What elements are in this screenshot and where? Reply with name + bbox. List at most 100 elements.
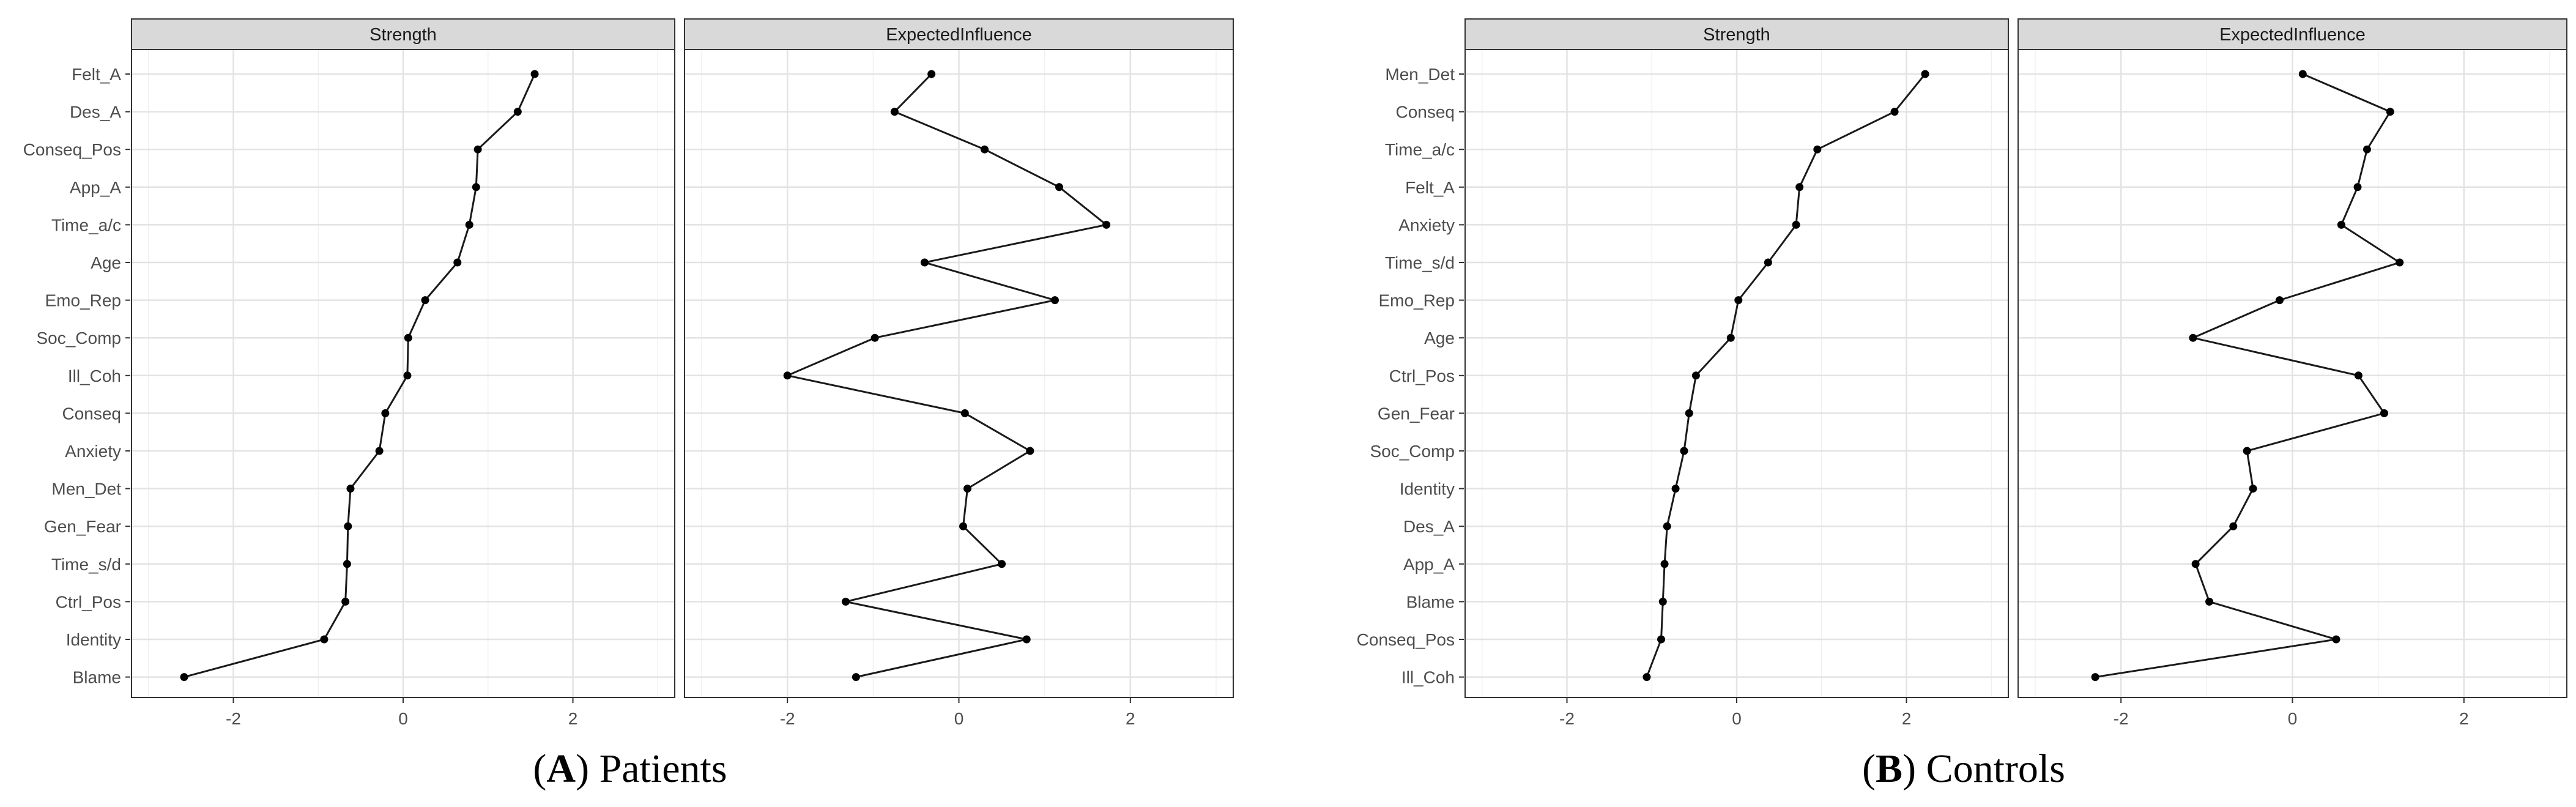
data-point: [1657, 635, 1666, 644]
y-tick-label: Time_s/d: [51, 555, 121, 574]
facet-strength: Strength -2 0 2: [131, 18, 675, 728]
y-tick-label: Conseq_Pos: [23, 140, 121, 159]
data-point: [1726, 333, 1735, 342]
y-tick-label: App_A: [70, 178, 121, 197]
data-point: [1813, 145, 1822, 154]
data-point: [473, 145, 482, 154]
x-tick-label: 0: [398, 709, 408, 728]
data-point: [841, 597, 850, 606]
x-tick-label: -2: [1559, 709, 1575, 728]
facet-strength: Strength -2 0 2: [1464, 18, 2009, 728]
y-tick-label: Des_A: [1403, 517, 1455, 536]
facet-strip: [1464, 18, 2009, 50]
panel-a-caption: (A) Patients: [533, 746, 727, 791]
data-point: [404, 333, 412, 342]
chart-panel-b: Men_Det Conseq Time_a/c Felt_A Anxiety Time_s…: [1357, 18, 2567, 728]
data-point: [1102, 220, 1111, 229]
x-tick-label: -2: [226, 709, 241, 728]
data-point: [341, 597, 350, 606]
data-point: [1671, 485, 1680, 493]
facet-strip: [131, 18, 675, 50]
facet-strip: [684, 18, 1234, 50]
data-point: [890, 108, 899, 116]
x-tick-label: 0: [2288, 709, 2298, 728]
y-tick-label: Ill_Coh: [68, 366, 121, 385]
y-tick-label: Age: [1424, 329, 1455, 348]
facet-strip-label: ExpectedInfluence: [2219, 25, 2366, 45]
data-point: [1734, 296, 1743, 305]
data-point: [513, 108, 522, 116]
data-point: [2354, 371, 2363, 380]
data-point: [783, 371, 792, 380]
data-point: [2380, 409, 2388, 417]
panel-b-caption: (B) Controls: [1862, 746, 2065, 791]
x-tick-label: 2: [568, 709, 578, 728]
data-point: [2229, 522, 2238, 530]
data-point: [2332, 635, 2340, 644]
data-point: [421, 296, 429, 305]
data-point: [920, 258, 929, 267]
y-tick-label: Time_a/c: [51, 215, 121, 234]
x-tick-label: 2: [1126, 709, 1135, 728]
data-point: [870, 333, 879, 342]
data-point: [1642, 673, 1651, 682]
y-tick-label: Anxiety: [65, 442, 121, 461]
data-point: [344, 522, 352, 530]
data-point: [2189, 333, 2197, 342]
y-tick-label: Gen_Fear: [1378, 404, 1455, 423]
data-point: [343, 560, 351, 568]
data-point: [2298, 70, 2307, 78]
y-tick-label: Emo_Rep: [1378, 291, 1455, 310]
data-point: [465, 220, 473, 229]
facet-strip: [2017, 18, 2567, 50]
y-tick-label: Men_Det: [1385, 65, 1455, 84]
data-point: [2091, 673, 2099, 682]
y-tick-label: Conseq: [1395, 103, 1455, 122]
data-point: [346, 485, 355, 493]
y-tick-label: Ctrl_Pos: [1389, 366, 1455, 385]
facet-strip-label: Strength: [369, 25, 437, 45]
data-point: [852, 673, 860, 682]
data-point: [960, 409, 969, 417]
data-point: [1685, 409, 1693, 417]
data-point: [530, 70, 539, 78]
panel-border: [131, 49, 675, 698]
data-point: [1055, 183, 1063, 192]
data-point: [1792, 220, 1800, 229]
data-point: [453, 258, 462, 267]
data-point: [963, 485, 972, 493]
y-tick-label: Gen_Fear: [44, 517, 121, 536]
x-tick-label: 0: [954, 709, 964, 728]
y-tick-label: Men_Det: [51, 480, 121, 499]
data-point: [2386, 108, 2394, 116]
data-point: [1026, 447, 1034, 455]
y-tick-label: Blame: [73, 668, 121, 687]
panel-border: [2017, 49, 2567, 698]
data-point: [2337, 220, 2345, 229]
data-point: [320, 635, 328, 644]
data-point: [927, 70, 936, 78]
x-tick-label: 2: [1902, 709, 1912, 728]
data-point: [2243, 447, 2251, 455]
data-point: [998, 560, 1006, 568]
data-point: [2249, 485, 2257, 493]
y-tick-label: App_A: [1403, 555, 1455, 574]
data-point: [2363, 145, 2371, 154]
y-tick-label: Identity: [66, 630, 121, 649]
y-tick-label: Time_s/d: [1385, 253, 1455, 272]
data-point: [180, 673, 188, 682]
facet-strip-label: ExpectedInfluence: [886, 25, 1032, 45]
data-point: [1022, 635, 1031, 644]
panel-border: [684, 49, 1234, 698]
x-tick-label: -2: [2114, 709, 2129, 728]
data-point: [2353, 183, 2362, 192]
data-point: [1663, 522, 1671, 530]
data-point: [1680, 447, 1688, 455]
facet-expectedinfluence: ExpectedInfluence -2 0 2: [684, 18, 1234, 728]
y-tick-label: Felt_A: [1405, 178, 1455, 197]
data-point: [1050, 296, 1059, 305]
data-point: [981, 145, 989, 154]
y-tick-label: Time_a/c: [1385, 140, 1455, 159]
